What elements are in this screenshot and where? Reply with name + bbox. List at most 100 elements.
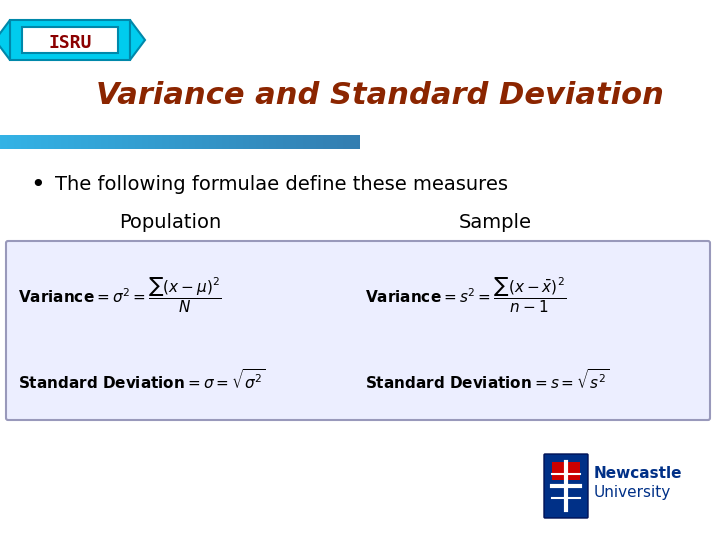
Bar bbox=[41, 135, 42, 149]
Bar bbox=[67, 135, 68, 149]
Bar bbox=[343, 135, 344, 149]
Bar bbox=[323, 135, 324, 149]
Bar bbox=[279, 135, 280, 149]
Bar bbox=[4, 135, 5, 149]
Bar bbox=[241, 135, 242, 149]
Bar bbox=[169, 135, 170, 149]
Bar bbox=[92, 135, 93, 149]
Bar bbox=[181, 135, 182, 149]
Bar bbox=[332, 135, 333, 149]
Text: The following formulae define these measures: The following formulae define these meas… bbox=[55, 176, 508, 194]
Bar bbox=[17, 135, 18, 149]
Bar bbox=[192, 135, 193, 149]
Bar bbox=[342, 135, 343, 149]
Bar bbox=[87, 135, 88, 149]
Bar bbox=[47, 135, 48, 149]
Text: Sample: Sample bbox=[459, 213, 531, 233]
Bar bbox=[300, 135, 301, 149]
Bar bbox=[299, 135, 300, 149]
Bar bbox=[140, 135, 141, 149]
Bar bbox=[48, 135, 49, 149]
Bar bbox=[187, 135, 188, 149]
Bar bbox=[311, 135, 312, 149]
Bar bbox=[552, 462, 580, 480]
Bar bbox=[195, 135, 196, 149]
Bar bbox=[231, 135, 232, 149]
Bar bbox=[57, 135, 58, 149]
Bar bbox=[239, 135, 240, 149]
Bar bbox=[277, 135, 278, 149]
Bar bbox=[168, 135, 169, 149]
Bar bbox=[221, 135, 222, 149]
Bar bbox=[109, 135, 110, 149]
Bar bbox=[180, 135, 181, 149]
Bar bbox=[60, 135, 61, 149]
Bar bbox=[153, 135, 154, 149]
Bar bbox=[166, 135, 167, 149]
Bar bbox=[319, 135, 320, 149]
Bar bbox=[206, 135, 207, 149]
Bar bbox=[256, 135, 257, 149]
Bar bbox=[291, 135, 292, 149]
Bar bbox=[101, 135, 102, 149]
Polygon shape bbox=[130, 20, 145, 60]
Bar bbox=[127, 135, 128, 149]
Text: ISRU: ISRU bbox=[48, 34, 91, 52]
Bar bbox=[119, 135, 120, 149]
Bar bbox=[94, 135, 95, 149]
Bar bbox=[223, 135, 224, 149]
Bar bbox=[349, 135, 350, 149]
Bar bbox=[29, 135, 30, 149]
Text: Population: Population bbox=[119, 213, 221, 233]
Bar bbox=[185, 135, 186, 149]
Bar bbox=[158, 135, 159, 149]
Bar bbox=[126, 135, 127, 149]
Bar bbox=[262, 135, 263, 149]
Bar bbox=[345, 135, 346, 149]
Bar bbox=[334, 135, 335, 149]
Bar bbox=[139, 135, 140, 149]
Bar bbox=[267, 135, 268, 149]
Bar bbox=[244, 135, 245, 149]
Bar bbox=[257, 135, 258, 149]
Bar bbox=[100, 135, 101, 149]
Bar bbox=[163, 135, 164, 149]
Bar bbox=[80, 135, 81, 149]
Bar bbox=[182, 135, 183, 149]
Bar bbox=[33, 135, 34, 149]
Bar bbox=[338, 135, 339, 149]
Bar bbox=[98, 135, 99, 149]
Bar bbox=[324, 135, 325, 149]
Bar bbox=[23, 135, 24, 149]
Bar bbox=[42, 135, 43, 149]
Bar bbox=[339, 135, 340, 149]
Bar bbox=[103, 135, 104, 149]
Bar bbox=[352, 135, 353, 149]
Bar bbox=[18, 135, 19, 149]
Bar bbox=[64, 135, 65, 149]
Bar bbox=[314, 135, 315, 149]
Bar bbox=[313, 135, 314, 149]
Bar bbox=[82, 135, 83, 149]
Bar bbox=[330, 135, 331, 149]
Bar bbox=[346, 135, 347, 149]
Bar bbox=[222, 135, 223, 149]
Bar bbox=[144, 135, 145, 149]
Bar bbox=[325, 135, 326, 149]
Bar bbox=[171, 135, 172, 149]
Bar bbox=[255, 135, 256, 149]
Bar bbox=[271, 135, 272, 149]
Bar bbox=[95, 135, 96, 149]
Bar bbox=[236, 135, 237, 149]
Bar bbox=[151, 135, 152, 149]
Bar bbox=[32, 135, 33, 149]
Bar bbox=[294, 135, 295, 149]
Bar bbox=[135, 135, 136, 149]
Bar bbox=[117, 135, 118, 149]
Bar bbox=[204, 135, 205, 149]
Bar bbox=[129, 135, 130, 149]
Bar bbox=[167, 135, 168, 149]
Bar bbox=[191, 135, 192, 149]
Bar bbox=[12, 135, 13, 149]
Bar bbox=[224, 135, 225, 149]
